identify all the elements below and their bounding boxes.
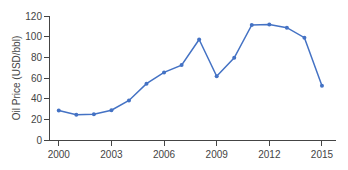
svg-text:2000: 2000 [48,149,71,160]
svg-text:Oil Price (USD/bbl): Oil Price (USD/bbl) [11,36,22,120]
svg-text:100: 100 [25,31,42,42]
svg-text:2009: 2009 [206,149,229,160]
svg-text:20: 20 [31,114,43,125]
svg-text:2003: 2003 [100,149,123,160]
svg-text:2012: 2012 [258,149,281,160]
svg-text:2006: 2006 [153,149,176,160]
svg-text:80: 80 [31,52,43,63]
svg-text:2015: 2015 [311,149,334,160]
svg-text:40: 40 [31,93,43,104]
svg-text:0: 0 [36,135,42,146]
svg-text:60: 60 [31,73,43,84]
svg-text:120: 120 [25,11,42,22]
